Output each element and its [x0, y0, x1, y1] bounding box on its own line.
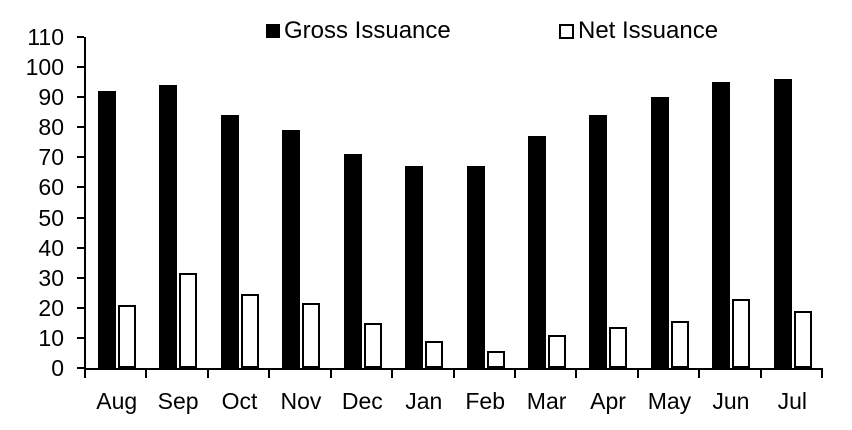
x-axis-tick: [391, 370, 394, 378]
x-axis-label-jul: Jul: [777, 388, 807, 414]
y-axis-line: [84, 37, 86, 368]
x-axis-tick: [636, 370, 639, 378]
y-tick-label: 80: [38, 114, 64, 141]
y-axis-tick: [77, 306, 84, 309]
y-tick-label: 0: [51, 355, 64, 381]
gross-issuance-swatch-icon: [266, 24, 280, 38]
y-tick-label: 70: [38, 144, 64, 171]
x-axis-label-sep: Sep: [157, 388, 199, 414]
y-tick-label: 100: [25, 54, 64, 81]
x-axis-tick: [206, 370, 209, 378]
x-axis-tick: [698, 370, 701, 378]
x-axis-tick: [329, 370, 332, 378]
bar-gross-jan: [405, 166, 424, 368]
x-axis-label-apr: Apr: [590, 388, 626, 414]
y-tick-label: 90: [38, 84, 64, 111]
bar-gross-nov: [282, 130, 301, 368]
x-axis-label-may: May: [647, 388, 692, 414]
x-axis-tick: [759, 370, 762, 378]
x-axis-label-feb: Feb: [465, 388, 506, 414]
bar-gross-sep: [159, 85, 178, 368]
x-axis-tick: [575, 370, 578, 378]
bar-net-aug: [118, 304, 136, 368]
bar-net-dec: [363, 322, 382, 368]
bar-net-jul: [793, 310, 812, 368]
legend-item-net-issuance: Net Issuance: [559, 18, 718, 44]
bar-gross-dec: [343, 154, 362, 368]
bar-gross-mar: [527, 136, 546, 368]
bar-gross-may: [650, 97, 669, 368]
bar-gross-aug: [98, 91, 116, 368]
x-axis-label-jun: Jun: [712, 388, 750, 414]
bar-gross-apr: [589, 115, 608, 368]
bar-gross-feb: [466, 166, 485, 368]
legend-label-net-issuance: Net Issuance: [578, 17, 719, 44]
y-tick-label: 110: [27, 24, 64, 50]
y-axis-tick: [77, 36, 84, 38]
x-axis-tick: [821, 370, 823, 378]
x-axis-tick: [84, 370, 86, 378]
bar-net-sep: [179, 273, 198, 368]
bar-net-jan: [425, 340, 444, 368]
x-axis-tick: [145, 370, 148, 378]
x-axis-label-dec: Dec: [341, 388, 383, 414]
y-tick-label: 30: [38, 264, 64, 291]
y-tick-label: 40: [38, 234, 64, 261]
bar-net-mar: [547, 334, 566, 368]
y-axis-tick: [77, 367, 84, 369]
x-axis-label-nov: Nov: [280, 388, 322, 414]
y-axis-tick: [77, 96, 84, 99]
bar-gross-jun: [712, 82, 731, 368]
bar-gross-oct: [220, 115, 239, 368]
x-axis-line: [84, 368, 823, 370]
y-axis-tick: [77, 246, 84, 249]
x-axis-label-mar: Mar: [526, 388, 567, 414]
bar-net-nov: [302, 303, 321, 368]
bar-net-jun: [732, 298, 751, 368]
y-tick-label: 60: [38, 174, 64, 201]
x-axis-label-oct: Oct: [221, 388, 258, 414]
x-axis-tick: [513, 370, 516, 378]
x-axis-label-jan: Jan: [405, 388, 443, 414]
y-axis-tick: [77, 66, 84, 69]
bar-gross-jul: [773, 79, 792, 368]
y-tick-label: 20: [38, 294, 64, 321]
x-axis-label-aug: Aug: [96, 388, 138, 414]
y-axis-tick: [77, 216, 84, 219]
legend-item-gross-issuance: Gross Issuance: [266, 18, 451, 44]
x-axis-tick: [452, 370, 455, 378]
bar-net-oct: [240, 294, 259, 368]
bar-net-apr: [609, 327, 628, 368]
bar-net-feb: [486, 351, 505, 368]
legend-label-gross-issuance: Gross Issuance: [284, 17, 451, 44]
y-axis-tick: [77, 336, 84, 339]
bar-net-may: [670, 321, 689, 368]
y-axis-tick: [77, 186, 84, 189]
y-tick-label: 10: [38, 324, 64, 351]
y-tick-label: 50: [38, 204, 64, 231]
y-axis-tick: [77, 126, 84, 129]
x-axis-tick: [268, 370, 271, 378]
y-axis-tick: [77, 276, 84, 279]
net-issuance-swatch-icon: [559, 23, 574, 39]
y-axis-tick: [77, 156, 84, 159]
